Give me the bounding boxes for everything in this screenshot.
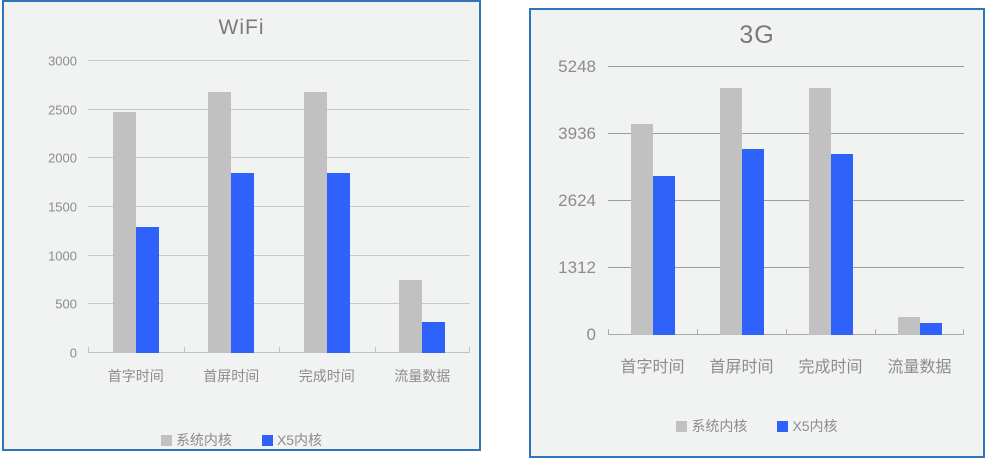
y-tick-label: 0 <box>586 325 596 344</box>
y-tick-label: 0 <box>69 345 77 361</box>
y-tick-label: 1500 <box>48 199 77 215</box>
bar-系统内核 <box>630 124 653 335</box>
bar-X5内核 <box>652 176 675 335</box>
legend-label: 系统内核 <box>175 432 232 448</box>
legend-label: X5内核 <box>276 432 323 448</box>
x-axis-tick <box>279 347 280 353</box>
x-axis-tick <box>88 347 89 353</box>
x-category-label: 首字时间 <box>107 368 164 384</box>
bar-X5内核 <box>326 172 350 353</box>
legend-item: X5内核 <box>261 430 323 450</box>
y-tick-label: 1000 <box>48 248 77 264</box>
y-tick-label: 3000 <box>48 53 77 69</box>
threeg-chart-panel: 3G 5248 3936 2624 1312 0 首字时间 首屏时间 完成时间 流量数据 系统… <box>529 8 985 458</box>
legend: 系统内核 X5内核 <box>4 430 479 450</box>
category-slot <box>608 67 697 335</box>
legend-swatch-icon <box>160 434 172 446</box>
category-slot <box>786 67 875 335</box>
x-axis-tick <box>786 329 787 335</box>
x-axis-tick <box>697 329 698 335</box>
legend-swatch-icon <box>261 434 273 446</box>
x-category-label: 流量数据 <box>394 368 451 384</box>
y-tick-label: 3936 <box>558 124 596 143</box>
bar-系统内核 <box>897 317 920 335</box>
legend-swatch-icon <box>777 420 789 432</box>
category-slot <box>88 61 184 353</box>
x-axis-labels: 首字时间 首屏时间 完成时间 流量数据 <box>608 353 964 377</box>
legend-label: X5内核 <box>792 418 838 434</box>
gridline <box>88 206 470 207</box>
x-category-label: 首屏时间 <box>203 368 260 384</box>
chart-title: WiFi <box>218 16 265 39</box>
wifi-chart-panel: WiFi 3000 2500 2000 1500 1000 500 0 首字时间 首屏时间 完成… <box>2 0 481 451</box>
x-axis-tick <box>374 347 376 353</box>
chart-title: 3G <box>739 21 775 49</box>
x-category-label: 首屏时间 <box>709 359 774 376</box>
plot-area: 3000 2500 2000 1500 1000 500 0 <box>48 54 471 361</box>
x-axis-tick <box>875 329 876 335</box>
gridline <box>88 303 470 305</box>
y-tick-label: 500 <box>55 296 77 312</box>
bar-系统内核 <box>112 111 136 353</box>
gridline <box>88 157 470 159</box>
x-category-label: 完成时间 <box>798 359 863 376</box>
x-axis-tick <box>469 347 470 353</box>
x-axis-tick <box>963 329 964 335</box>
category-slot <box>375 61 471 353</box>
legend: 系统内核 X5内核 <box>531 416 983 436</box>
bar-X5内核 <box>919 322 942 335</box>
gridline <box>88 60 470 61</box>
bar-系统内核 <box>208 92 232 353</box>
gridline <box>608 66 964 67</box>
category-slot <box>697 67 786 335</box>
x-category-label: 流量数据 <box>887 359 952 376</box>
y-tick-label: 5248 <box>558 57 596 76</box>
x-category-label: 首字时间 <box>620 359 685 376</box>
x-axis-tick <box>608 329 609 335</box>
x-axis-tick <box>183 347 185 353</box>
category-slot <box>184 61 280 353</box>
gridline <box>608 200 964 201</box>
plot-area: 5248 3936 2624 1312 0 <box>558 57 964 344</box>
gridline <box>608 133 964 134</box>
gridline <box>608 267 964 268</box>
x-category-label: 完成时间 <box>298 368 355 384</box>
legend-item: 系统内核 <box>676 416 747 436</box>
y-tick-label: 2500 <box>48 102 77 118</box>
y-tick-label: 2624 <box>558 191 596 210</box>
bar-X5内核 <box>231 172 255 353</box>
category-slot <box>279 61 375 353</box>
bar-系统内核 <box>808 88 831 335</box>
bar-X5内核 <box>741 148 764 335</box>
bar-X5内核 <box>135 227 159 353</box>
category-slot <box>875 67 964 335</box>
legend-item: 系统内核 <box>160 430 232 450</box>
legend-item: X5内核 <box>777 416 838 436</box>
x-axis-labels: 首字时间 首屏时间 完成时间 流量数据 <box>88 366 470 386</box>
legend-swatch-icon <box>676 420 688 432</box>
bar-X5内核 <box>830 153 853 335</box>
y-tick-label: 1312 <box>558 258 596 277</box>
gridline <box>88 108 470 110</box>
gridline <box>88 254 470 256</box>
y-tick-label: 2000 <box>48 150 77 166</box>
legend-label: 系统内核 <box>691 418 748 434</box>
bar-系统内核 <box>399 280 423 353</box>
bar-X5内核 <box>422 321 446 353</box>
bar-系统内核 <box>303 92 327 353</box>
bar-系统内核 <box>719 88 742 335</box>
